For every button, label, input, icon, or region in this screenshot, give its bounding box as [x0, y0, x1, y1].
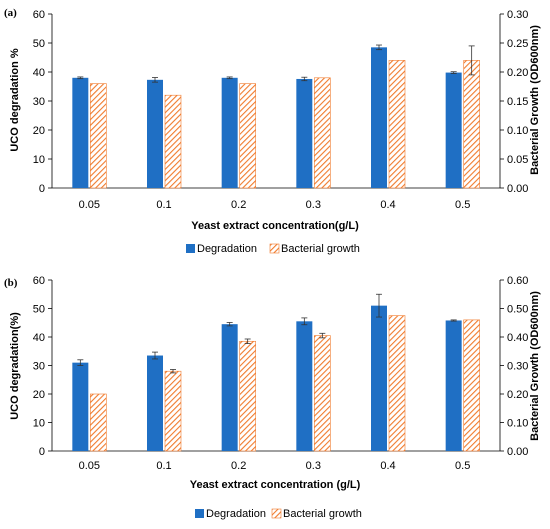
x-tick-label: 0.05 [79, 460, 100, 472]
y-tick-label: 30 [33, 96, 45, 108]
legend: Degradation Bacterial growth [186, 243, 360, 255]
bar-bacterial-growth [314, 77, 331, 189]
y2-tick-label: 0.00 [507, 183, 528, 195]
bar-bacterial-growth [239, 83, 256, 189]
x-tick-label: 0.3 [306, 199, 321, 211]
bar-degradation [445, 320, 462, 451]
y2-tick-label: 0.25 [507, 38, 528, 50]
bar-degradation [445, 72, 462, 188]
legend-label-degradation: Degradation [206, 508, 266, 520]
y2-tick-label: 0.20 [507, 67, 528, 79]
chart-panel-b: (b) UCO degradation(%) Bacterial Growth … [4, 275, 541, 520]
bar-bacterial-growth [239, 340, 256, 452]
bar-bacterial-growth [90, 83, 107, 189]
bar-degradation [147, 355, 163, 451]
y-axis-title: UCO degradation % [9, 48, 21, 152]
bar-degradation [221, 324, 238, 451]
y2-tick-label: 0.10 [507, 418, 528, 430]
chart-panel-a: (a) UCO degradation % Bacterial Growth (… [4, 7, 541, 255]
bar-degradation [296, 78, 313, 188]
x-tick-label: 0.3 [306, 460, 321, 472]
y-tick-label: 40 [33, 332, 45, 344]
y2-tick-label: 0.30 [507, 361, 528, 373]
y2-tick-label: 0.20 [507, 389, 528, 401]
y-tick-label: 60 [33, 9, 45, 21]
bar-bacterial-growth [388, 315, 406, 452]
x-tick-label: 0.4 [380, 199, 395, 211]
x-tick-label: 0.1 [156, 460, 171, 472]
legend-swatch-bacterial-growth [271, 508, 282, 519]
x-tick-label: 0.2 [231, 460, 246, 472]
bar-degradation [72, 362, 89, 451]
x-axis-title: Yeast extract concentration(g/L) [191, 220, 359, 232]
x-tick-label: 0.2 [231, 199, 246, 211]
bar-bacterial-growth [388, 60, 406, 189]
y-tick-label: 10 [33, 154, 45, 166]
bar-bacterial-growth [463, 60, 480, 189]
x-tick-label: 0.5 [455, 199, 470, 211]
y2-tick-label: 0.05 [507, 154, 528, 166]
legend: Degradation Bacterial growth [195, 508, 362, 520]
bar-degradation [72, 77, 89, 188]
x-axis-title: Yeast extract concentration (g/L) [190, 479, 361, 491]
y-tick-label: 20 [33, 125, 45, 137]
y-tick-label: 20 [33, 389, 45, 401]
legend-label-bacterial-growth: Bacterial growth [281, 243, 360, 255]
y2-tick-label: 0.10 [507, 125, 528, 137]
y2-axis-title: Bacterial Growth (OD600nm) [529, 25, 541, 175]
legend-swatch-bacterial-growth [269, 243, 280, 254]
y2-tick-label: 0.60 [507, 275, 528, 287]
y-tick-label: 10 [33, 418, 45, 430]
legend-label-bacterial-growth: Bacterial growth [283, 508, 362, 520]
y2-tick-label: 0.50 [507, 304, 528, 316]
panel-label: (b) [4, 277, 18, 289]
bar-degradation [296, 321, 313, 451]
y2-tick-label: 0.00 [507, 446, 528, 458]
legend-swatch-degradation [186, 244, 195, 253]
y-tick-label: 0 [39, 183, 45, 195]
bar-degradation [147, 79, 163, 188]
bar-degradation [371, 305, 387, 451]
bar-bacterial-growth [90, 393, 107, 452]
x-tick-label: 0.1 [156, 199, 171, 211]
legend-swatch-degradation [195, 509, 204, 518]
bar-degradation [221, 77, 238, 188]
bar-degradation [371, 47, 387, 188]
y2-axis-title: Bacterial Growth (OD600nm) [529, 291, 541, 441]
y-tick-label: 30 [33, 361, 45, 373]
y-tick-label: 40 [33, 67, 45, 79]
x-tick-label: 0.5 [455, 460, 470, 472]
y-axis-title: UCO degradation(%) [9, 312, 21, 420]
y2-tick-label: 0.30 [507, 9, 528, 21]
y-tick-label: 50 [33, 304, 45, 316]
y2-tick-label: 0.40 [507, 332, 528, 344]
bar-bacterial-growth [314, 335, 331, 452]
x-tick-label: 0.05 [79, 199, 100, 211]
legend-label-degradation: Degradation [197, 243, 257, 255]
bar-bacterial-growth [164, 94, 182, 189]
x-tick-label: 0.4 [380, 460, 395, 472]
y-tick-label: 0 [39, 446, 45, 458]
panel-label: (a) [4, 7, 17, 19]
y2-tick-label: 0.15 [507, 96, 528, 108]
bar-bacterial-growth [463, 319, 480, 452]
y-tick-label: 60 [33, 275, 45, 287]
bar-bacterial-growth [164, 370, 182, 452]
y-tick-label: 50 [33, 38, 45, 50]
